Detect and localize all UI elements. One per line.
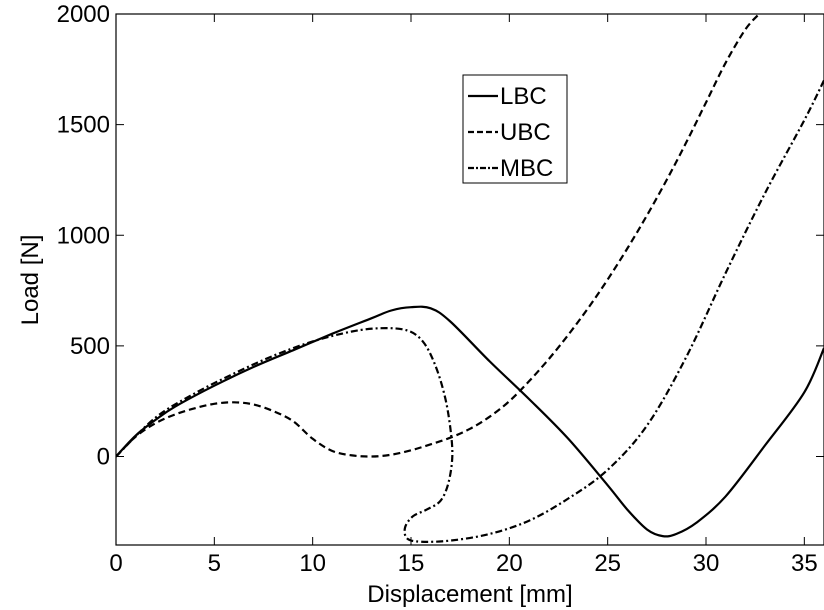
series-line-ubc: [116, 14, 760, 458]
y-tick-label: 500: [70, 333, 110, 360]
x-tick-label: 0: [109, 550, 122, 577]
y-tick-label: 1000: [57, 222, 110, 249]
x-tick-label: 25: [594, 550, 621, 577]
axis-ticks: 0 5 10 15 20 25 30 35 0 500 1000 1500 2000: [57, 1, 824, 577]
legend-label-mbc: MBC: [500, 155, 553, 182]
x-tick-label: 35: [791, 550, 818, 577]
y-axis-title: Load [N]: [17, 235, 44, 326]
y-tick-label: 0: [97, 444, 110, 471]
x-axis-title: Displacement [mm]: [367, 581, 572, 608]
x-tick-label: 5: [208, 550, 221, 577]
x-tick-label: 20: [496, 550, 523, 577]
legend-label-ubc: UBC: [500, 119, 551, 146]
legend-box: [462, 74, 568, 184]
x-tick-label: 10: [299, 550, 326, 577]
series-line-lbc: [116, 305, 824, 538]
series-lines: [116, 14, 824, 543]
legend-label-lbc: LBC: [500, 83, 547, 110]
y-tick-label: 1500: [57, 112, 110, 139]
series-line-mbc: [116, 79, 824, 543]
x-tick-label: 15: [398, 550, 425, 577]
x-tick-label: 30: [693, 550, 720, 577]
legend: LBC UBC MBC: [462, 74, 568, 184]
y-tick-label: 2000: [57, 1, 110, 28]
